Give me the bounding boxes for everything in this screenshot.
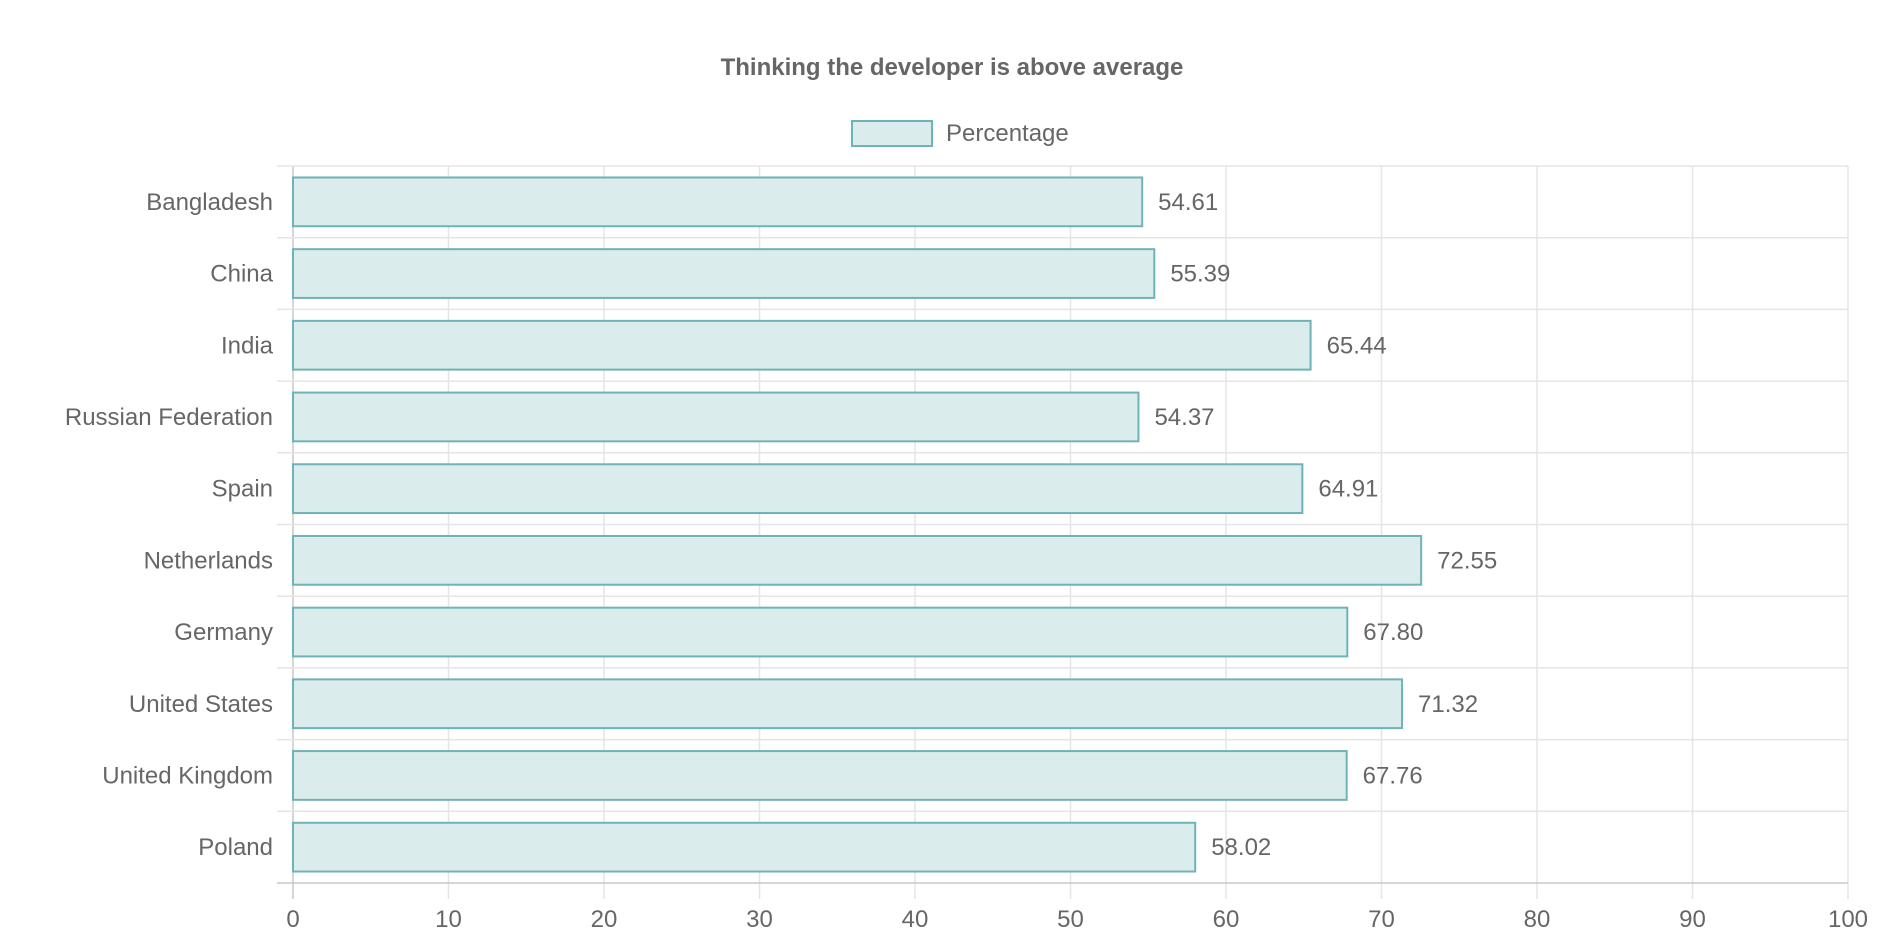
bar-value-label: 67.80 <box>1363 619 1423 646</box>
y-category-label: Germany <box>174 619 273 646</box>
y-category-label: United States <box>129 691 273 718</box>
bar-value-label: 71.32 <box>1418 691 1478 718</box>
bar <box>292 176 1144 228</box>
bar-value-label: 65.44 <box>1327 332 1387 359</box>
y-category-label: Poland <box>198 834 273 861</box>
x-tick-label: 0 <box>286 906 299 933</box>
x-tick-label: 90 <box>1679 906 1706 933</box>
bar <box>292 606 1349 658</box>
bar-value-label: 64.91 <box>1318 476 1378 503</box>
bar-value-label: 58.02 <box>1211 834 1271 861</box>
legend: Percentage <box>851 120 1069 147</box>
bar <box>292 319 1312 371</box>
x-tick-label: 40 <box>902 906 929 933</box>
x-tick-label: 10 <box>435 906 462 933</box>
bar <box>292 248 1156 299</box>
bar-value-label: 54.37 <box>1154 404 1214 431</box>
x-tick-label: 70 <box>1368 906 1395 933</box>
x-tick-label: 30 <box>746 906 773 933</box>
chart-title: Thinking the developer is above average <box>721 54 1184 81</box>
labels: 0 10 20 30 40 50 60 70 80 90 100 Bangladesh 54.61 Chi… <box>65 189 1868 933</box>
bar-value-label: 54.61 <box>1158 189 1218 216</box>
bars <box>292 176 1423 873</box>
bar-value-label: 67.76 <box>1363 762 1423 789</box>
bar <box>292 391 1140 443</box>
y-category-label: China <box>210 261 273 288</box>
x-tick-label: 20 <box>591 906 618 933</box>
bar <box>292 534 1423 586</box>
y-category-label: Netherlands <box>144 547 273 574</box>
bar <box>292 463 1304 515</box>
x-tick-label: 80 <box>1524 906 1551 933</box>
bar <box>292 678 1404 730</box>
legend-label-percentage: Percentage <box>946 120 1069 147</box>
bar <box>292 821 1197 873</box>
legend-swatch <box>851 120 933 147</box>
bar-value-label: 72.55 <box>1437 547 1497 574</box>
y-category-label: Bangladesh <box>146 189 273 216</box>
y-category-label: United Kingdom <box>102 762 273 789</box>
y-category-label: Russian Federation <box>65 404 273 431</box>
x-tick-label: 50 <box>1057 906 1084 933</box>
bar-value-label: 55.39 <box>1170 261 1230 288</box>
x-tick-label: 100 <box>1828 906 1868 933</box>
y-category-label: Spain <box>212 476 273 503</box>
x-tick-label: 60 <box>1213 906 1240 933</box>
bar <box>292 750 1348 801</box>
y-category-label: India <box>221 332 274 359</box>
